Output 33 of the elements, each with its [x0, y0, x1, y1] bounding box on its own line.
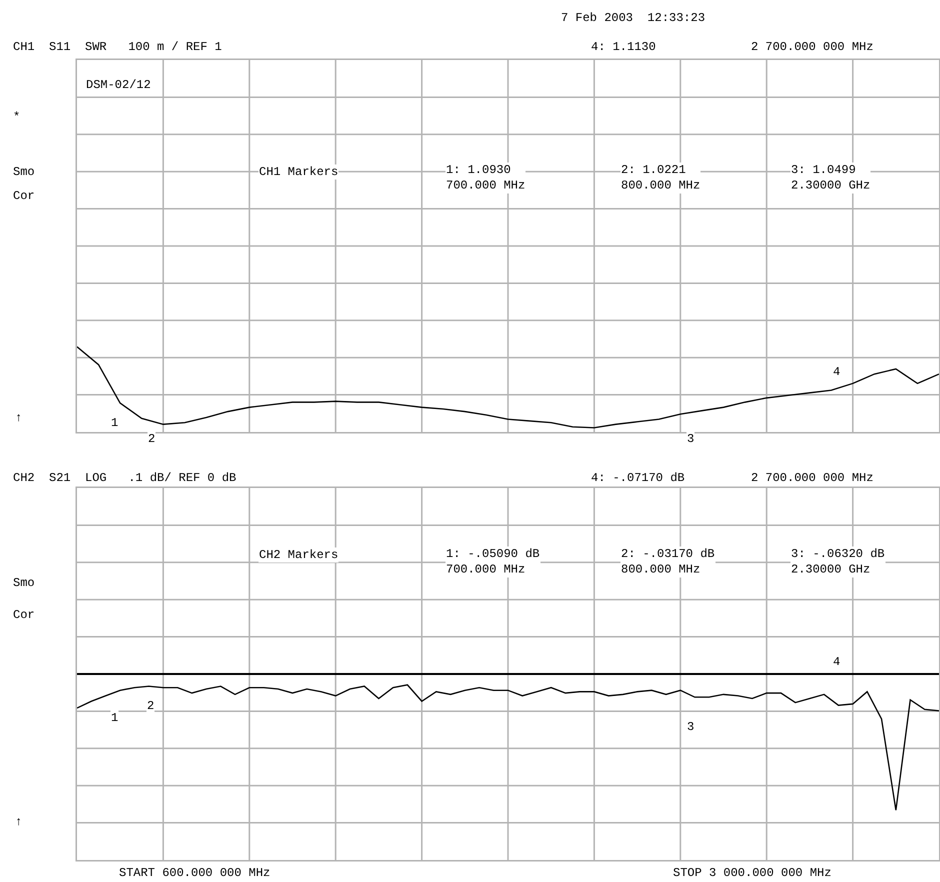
- annotation: 1: [111, 711, 118, 725]
- text: START 600.000 000 MHz: [119, 866, 270, 880]
- text: Cor: [13, 608, 35, 622]
- text: 2 700.000 000 MHz: [751, 40, 874, 54]
- text: ↑: [15, 411, 22, 425]
- text: ↑: [15, 815, 22, 829]
- annotation: 3: [687, 720, 694, 734]
- annotation: 1: [111, 416, 118, 430]
- annotation: 3: [687, 432, 694, 446]
- text: CH2 S21 LOG .1 dB/ REF 0 dB: [13, 471, 236, 485]
- text: CH2 Markers: [259, 548, 338, 562]
- text: 4: 1.1130: [591, 40, 656, 54]
- text: 2: -.03170 dB 800.000 MHz: [621, 547, 715, 577]
- annotation: 2: [148, 432, 156, 446]
- text: 4: [833, 655, 840, 669]
- text: Cor: [13, 189, 35, 203]
- text: 3: -.06320 dB 2.30000 GHz: [791, 547, 885, 577]
- annotation: 4: [833, 365, 840, 379]
- text: 4: -.07170 dB: [591, 471, 685, 485]
- text: *: [13, 110, 20, 124]
- text: CH1 S11 SWR 100 m / REF 1: [13, 40, 222, 54]
- text: 2: 1.0221 800.000 MHz: [621, 163, 700, 193]
- text: STOP 3 000.000 000 MHz: [673, 866, 832, 880]
- text: Smo: [13, 576, 35, 590]
- text: DSM-02/12: [86, 78, 151, 92]
- text: CH1 Markers: [259, 165, 338, 179]
- text: 2 700.000 000 MHz: [751, 471, 874, 485]
- text: 1: 1.0930 700.000 MHz: [446, 163, 526, 193]
- text: 3: 1.0499 2.30000 GHz: [791, 163, 870, 193]
- text: 1: -.05090 dB 700.000 MHz: [446, 547, 540, 577]
- text: 7 Feb 2003 12:33:23: [561, 11, 706, 25]
- annotation: 2: [147, 699, 154, 713]
- text: Smo: [13, 165, 35, 179]
